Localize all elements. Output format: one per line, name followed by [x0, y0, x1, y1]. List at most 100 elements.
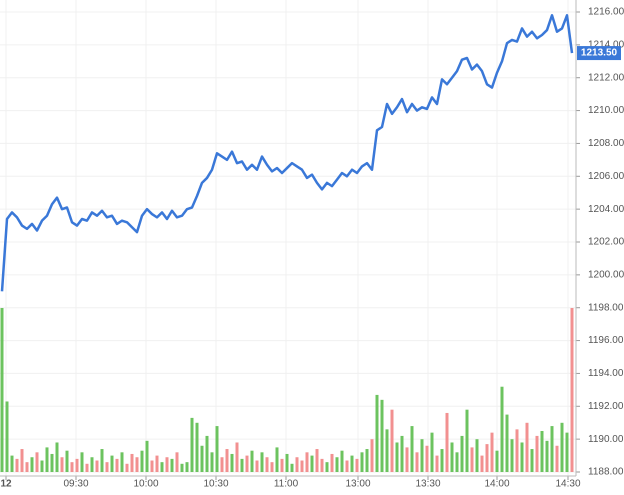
volume-bar	[265, 457, 269, 472]
y-tick-label: 1202.00	[588, 237, 624, 248]
volume-bar	[390, 409, 394, 472]
y-tick-label: 1206.00	[588, 171, 624, 182]
plot-area	[0, 0, 576, 476]
volume-bar	[35, 452, 39, 472]
volume-bar	[455, 452, 459, 472]
volume-bar	[295, 457, 299, 472]
volume-bar	[235, 442, 239, 472]
y-tick-label: 1210.00	[588, 105, 624, 116]
volume-bar	[150, 460, 154, 472]
price-line	[0, 14, 574, 292]
volume-bar	[335, 457, 339, 472]
volume-bar	[275, 447, 279, 472]
volume-bar	[280, 458, 284, 472]
volume-bar	[115, 458, 119, 472]
last-price-label: 1213.50	[581, 48, 618, 59]
volume-bar	[95, 460, 99, 472]
volume-bar	[360, 452, 364, 472]
volume-bar	[370, 439, 374, 472]
volume-bar	[420, 439, 424, 472]
volume-bar	[80, 452, 84, 472]
volume-bar	[310, 455, 314, 472]
volume-bar	[20, 449, 24, 472]
y-tick-label: 1192.00	[588, 401, 624, 412]
volume-bar	[315, 449, 319, 472]
y-tick-label: 1196.00	[588, 335, 624, 346]
volume-bar	[395, 442, 399, 472]
volume-bar	[55, 442, 59, 472]
volume-bar	[325, 462, 329, 472]
volume-bar	[140, 450, 144, 472]
y-tick-label: 1190.00	[588, 434, 624, 445]
volume-bar	[130, 453, 134, 472]
volume-bar	[365, 449, 369, 472]
y-tick-label: 1216.00	[588, 7, 624, 18]
volume-bar	[185, 462, 189, 472]
volume-bar	[85, 463, 89, 472]
volume-bar	[155, 455, 159, 472]
volume-bar	[10, 455, 14, 472]
volume-bar	[180, 463, 184, 472]
volume-bar	[105, 462, 109, 472]
volume-bar	[245, 455, 249, 472]
volume-bar	[160, 462, 164, 472]
volume-bar	[465, 409, 469, 472]
last-price-box	[577, 46, 621, 61]
volume-bar	[0, 308, 4, 472]
volume-bar	[190, 417, 194, 472]
y-tick-label: 1208.00	[588, 138, 624, 149]
volume-bar	[550, 426, 554, 472]
volume-bar	[400, 435, 404, 472]
volume-bar	[215, 426, 219, 472]
volume-bar	[5, 401, 9, 472]
x-tick-label: 09:30	[63, 479, 88, 490]
x-tick-label: 10:30	[203, 479, 228, 490]
volume-bar	[60, 457, 64, 472]
volume-bar	[470, 447, 474, 472]
volume-bar	[570, 308, 574, 472]
volume-bar	[385, 429, 389, 472]
volume-bar	[535, 435, 539, 472]
volume-bar	[285, 453, 289, 472]
volume-bar	[75, 458, 79, 472]
volume-bar	[25, 462, 29, 472]
volume-bar	[65, 450, 69, 472]
y-tick-label: 1198.00	[588, 302, 624, 313]
volume-bar	[380, 399, 384, 472]
volume-bar	[120, 452, 124, 472]
volume-bar	[540, 431, 544, 472]
y-tick-label: 1200.00	[588, 269, 624, 280]
volume-bar	[530, 449, 534, 472]
y-tick-label: 1188.00	[588, 467, 624, 478]
volume-bar	[260, 452, 264, 472]
volume-bar	[290, 463, 294, 472]
x-tick-label: 14:30	[555, 479, 580, 490]
volume-bar	[240, 458, 244, 472]
volume-bar	[145, 440, 149, 472]
volume-bar	[430, 432, 434, 472]
y-tick-label: 1212.00	[588, 72, 624, 83]
volume-bar	[460, 435, 464, 472]
volume-bar	[375, 394, 379, 472]
volume-bar	[200, 445, 204, 472]
volume-bar	[255, 460, 259, 472]
volume-bar	[555, 445, 559, 472]
volume-bar	[135, 457, 139, 472]
volume-bar	[15, 458, 19, 472]
x-tick-label: 11:00	[274, 479, 299, 490]
volume-bar	[410, 426, 414, 472]
volume-bar	[100, 449, 104, 472]
volume-bar	[90, 457, 94, 472]
y-tick-label: 1214.00	[588, 39, 624, 50]
volume-bar	[485, 444, 489, 472]
volume-bar	[125, 463, 129, 472]
volume-bar	[110, 455, 114, 472]
y-tick-label: 1204.00	[588, 204, 624, 215]
volume-bar	[50, 453, 54, 472]
volume-bar	[270, 462, 274, 472]
volume-bar	[520, 442, 524, 472]
volume-bar	[565, 432, 569, 472]
volume-bar	[510, 439, 514, 472]
volume-bar	[250, 450, 254, 472]
volume-bar	[480, 455, 484, 472]
